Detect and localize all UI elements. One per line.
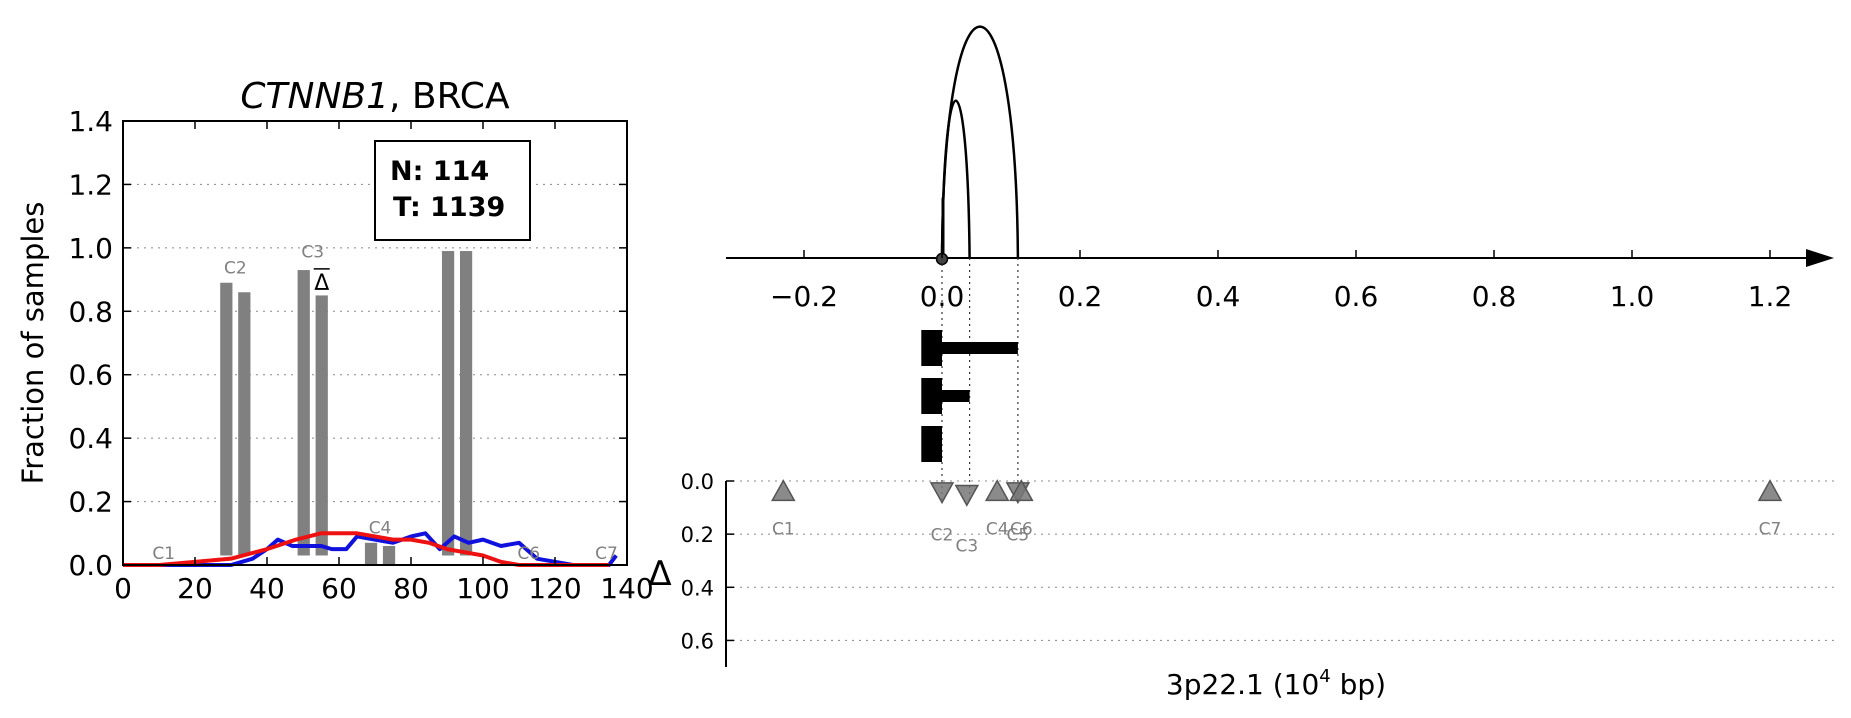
top-x-tick-label: 0.6 — [1334, 280, 1379, 313]
left-bar-labels: C1 C2 C3 C4 C6 C7 Δ — [152, 243, 617, 564]
legend-line-normal: N: 114 — [390, 156, 489, 187]
legend-box: N: 114 T: 1139 — [374, 140, 531, 241]
marker-label: C3 — [955, 536, 978, 556]
thick-bar — [921, 330, 942, 366]
marker-label: C1 — [772, 520, 795, 540]
delta-grid — [726, 480, 1834, 641]
axis-arrow-head — [1806, 249, 1834, 267]
marker-triangle — [1009, 479, 1034, 502]
bar-chart-panel: C1 C2 C3 C4 C6 C7 Δ 0.0 0.2 0.4 0.6 0.8 1.0 1.2 1.4 0 2… — [16, 76, 654, 605]
locus-panel: −0.2 0.0 0.2 0.4 0.6 0.8 1.0 1.2 0.0 0.2 0.4 0.6 Δ… — [648, 25, 1834, 701]
legend-line-tumor: T: 1139 — [393, 192, 505, 223]
delta-tick-label: 0.0 — [681, 470, 714, 494]
delta-tick-label: 0.6 — [681, 629, 714, 653]
top-x-tick-label: −0.2 — [770, 280, 838, 313]
left-bars — [220, 251, 473, 565]
top-x-ticks: −0.2 0.0 0.2 0.4 0.6 0.8 1.0 1.2 — [770, 250, 1792, 313]
y-tick-label: 0.8 — [68, 295, 113, 328]
x-tick-label: 120 — [528, 572, 581, 605]
x-label-main: 3p22.1 (10 — [1166, 668, 1319, 701]
top-x-tick-label: 1.0 — [1610, 280, 1655, 313]
delta-y-ticks: 0.0 0.2 0.4 0.6 — [681, 470, 734, 653]
arc — [940, 99, 971, 259]
bar-label: C3 — [301, 243, 324, 263]
thick-bar — [921, 378, 942, 414]
title-rest: , BRCA — [389, 76, 510, 117]
marker-triangle — [1757, 479, 1783, 502]
marker-label: C2 — [931, 526, 954, 546]
top-x-tick-label: 0.4 — [1196, 280, 1241, 313]
y-tick-label: 1.2 — [68, 168, 113, 201]
event-bars — [921, 330, 1018, 462]
bar — [220, 282, 233, 556]
marker-triangle — [929, 482, 955, 505]
y-tick-label: 0.4 — [68, 422, 113, 455]
x-tick-label: 140 — [600, 572, 653, 605]
x-tick-label: 60 — [321, 572, 357, 605]
bar-label: C2 — [224, 259, 247, 279]
y-tick-label: 0.2 — [68, 486, 113, 519]
marker-triangle — [954, 484, 980, 507]
bar — [297, 270, 310, 556]
x-tick-label: 20 — [177, 572, 213, 605]
marker-triangle — [984, 479, 1010, 502]
marker-label: C4 — [986, 520, 1009, 540]
x-label-tail: bp) — [1331, 668, 1386, 701]
y-tick-label: 0.6 — [68, 359, 113, 392]
delta-y-label: Δ — [648, 554, 671, 594]
bar — [459, 251, 473, 556]
chart-title: CTNNB1, BRCA — [240, 76, 510, 117]
y-tick-label: 1.0 — [68, 232, 113, 265]
bar — [382, 545, 396, 565]
x-tick-label: 0 — [114, 572, 132, 605]
delta-tick-label: 0.4 — [681, 576, 714, 600]
x-tick-label: 40 — [249, 572, 285, 605]
x-tick-label: 80 — [393, 572, 429, 605]
top-x-tick-label: 0.8 — [1472, 280, 1517, 313]
y-axis-label: Fraction of samples — [16, 202, 50, 485]
x-tick-label: 100 — [456, 572, 509, 605]
bar — [364, 542, 378, 565]
bar — [238, 292, 251, 556]
arcs — [940, 25, 1020, 259]
delta-marker: Δ — [314, 271, 329, 296]
thin-bar — [942, 390, 970, 402]
marker-label: C6 — [1010, 520, 1033, 540]
delta-tick-label: 0.2 — [681, 523, 714, 547]
top-x-tick-label: 0.0 — [920, 280, 965, 313]
left-ticks: 0.0 0.2 0.4 0.6 0.8 1.0 1.2 1.4 0 20 40 60 80 100 120 1… — [68, 105, 653, 605]
y-tick-label: 0.0 — [68, 549, 113, 582]
bar-label: C4 — [369, 519, 392, 539]
marker-label: C7 — [1759, 520, 1782, 540]
bar — [441, 251, 455, 556]
title-gene: CTNNB1 — [240, 76, 389, 117]
bar-label: C7 — [595, 544, 618, 564]
left-plot-frame — [122, 120, 628, 566]
marker-label: C5 — [1007, 526, 1030, 546]
x-label-sup: 4 — [1319, 666, 1330, 687]
top-x-tick-label: 1.2 — [1748, 280, 1793, 313]
x-axis-label: 3p22.1 (104 bp) — [1166, 666, 1386, 701]
top-x-tick-label: 0.2 — [1058, 280, 1103, 313]
bar — [315, 295, 328, 556]
bar-label: C6 — [517, 544, 540, 564]
arc — [940, 25, 1020, 259]
bar-label: C1 — [152, 544, 175, 564]
thick-bar — [921, 426, 942, 462]
marker-triangle — [771, 479, 796, 502]
y-tick-label: 1.4 — [68, 105, 113, 138]
thin-bar — [942, 342, 1018, 354]
legend-frame — [374, 140, 531, 241]
